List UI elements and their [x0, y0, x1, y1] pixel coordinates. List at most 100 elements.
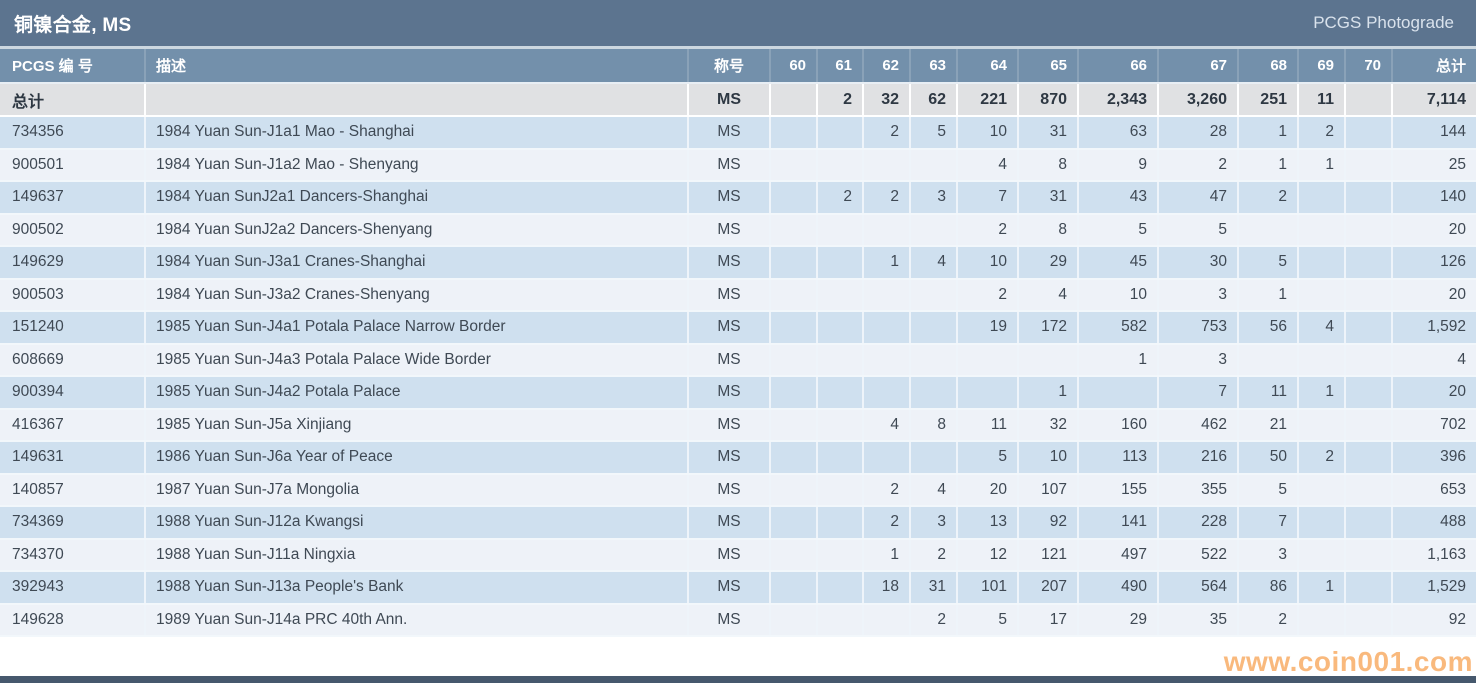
grade-61-count [817, 278, 864, 312]
grade-68-count: 5 [1238, 246, 1299, 280]
grade-70-count [1345, 343, 1393, 377]
grade-60-count [770, 181, 818, 215]
grade-68-count: 11 [1238, 376, 1299, 410]
grade-70-count [1345, 408, 1393, 442]
grade-62-count: 1 [863, 538, 911, 572]
pcgs-number-link[interactable]: 734370 [0, 538, 146, 572]
pcgs-number-link[interactable]: 416367 [0, 408, 146, 442]
grade-63-count: 4 [910, 246, 958, 280]
table-row: 149629 1984 Yuan Sun-J3a1 Cranes-Shangha… [0, 246, 1476, 280]
grade-60-count [770, 408, 818, 442]
pcgs-number-link[interactable]: 900394 [0, 376, 146, 410]
grade-61-count [817, 376, 864, 410]
total-grade-69: 11 [1298, 83, 1346, 117]
coin-description: 1988 Yuan Sun-J11a Ningxia [145, 538, 689, 572]
table-row: 416367 1985 Yuan Sun-J5a Xinjiang MS 4 8… [0, 408, 1476, 442]
grade-66-count: 5 [1078, 213, 1159, 247]
grade-69-count [1298, 343, 1346, 377]
grade-68-count: 56 [1238, 311, 1299, 345]
grade-62-count: 18 [863, 571, 911, 605]
pcgs-number-link[interactable]: 149629 [0, 246, 146, 280]
grade-64-count: 10 [957, 116, 1019, 150]
grade-68-count: 50 [1238, 441, 1299, 475]
total-grade-70 [1345, 83, 1393, 117]
col-header-grade-66: 66 [1078, 49, 1159, 84]
grade-60-count [770, 506, 818, 540]
grade-64-count: 5 [957, 441, 1019, 475]
grade-60-count [770, 603, 818, 637]
pcgs-number-link[interactable]: 392943 [0, 571, 146, 605]
pcgs-number-link[interactable]: 149631 [0, 441, 146, 475]
grade-70-count [1345, 116, 1393, 150]
grade-63-count: 3 [910, 506, 958, 540]
table-row: 140857 1987 Yuan Sun-J7a Mongolia MS 2 4… [0, 473, 1476, 507]
grade-60-count [770, 538, 818, 572]
grade-61-count [817, 148, 864, 182]
grade-64-count: 4 [957, 148, 1019, 182]
grade-70-count [1345, 506, 1393, 540]
total-grade-67: 3,260 [1158, 83, 1239, 117]
grade-65-count [1018, 343, 1079, 377]
grade-62-count [863, 441, 911, 475]
watermark: www.coin001.com [1223, 646, 1473, 677]
grade-69-count: 2 [1298, 116, 1346, 150]
table-row: 149637 1984 Yuan SunJ2a1 Dancers-Shangha… [0, 181, 1476, 215]
grade-70-count [1345, 181, 1393, 215]
pcgs-number-link[interactable]: 734356 [0, 116, 146, 150]
table-row: 734369 1988 Yuan Sun-J12a Kwangsi MS 2 3… [0, 506, 1476, 540]
pcgs-number-link[interactable]: 151240 [0, 311, 146, 345]
designation-cell: MS [688, 473, 771, 507]
pcgs-number-link[interactable]: 900502 [0, 213, 146, 247]
coin-description: 1986 Yuan Sun-J6a Year of Peace [145, 441, 689, 475]
total-grade-68: 251 [1238, 83, 1299, 117]
col-header-total: 总计 [1392, 49, 1476, 84]
grade-61-count [817, 213, 864, 247]
table-row: 900503 1984 Yuan Sun-J3a2 Cranes-Shenyan… [0, 278, 1476, 312]
coin-description: 1985 Yuan Sun-J4a2 Potala Palace [145, 376, 689, 410]
grade-65-count: 107 [1018, 473, 1079, 507]
grade-69-count: 1 [1298, 571, 1346, 605]
grade-67-count: 5 [1158, 213, 1239, 247]
table-row: 392943 1988 Yuan Sun-J13a People's Bank … [0, 571, 1476, 605]
grade-70-count [1345, 571, 1393, 605]
grade-62-count: 2 [863, 116, 911, 150]
grade-60-count [770, 343, 818, 377]
grade-66-count: 1 [1078, 343, 1159, 377]
grade-69-count [1298, 603, 1346, 637]
pcgs-number-link[interactable]: 149637 [0, 181, 146, 215]
grade-69-count: 1 [1298, 148, 1346, 182]
grade-60-count [770, 571, 818, 605]
pcgs-number-link[interactable]: 608669 [0, 343, 146, 377]
grade-67-count: 753 [1158, 311, 1239, 345]
grade-61-count [817, 441, 864, 475]
pcgs-number-link[interactable]: 140857 [0, 473, 146, 507]
table-row: 734370 1988 Yuan Sun-J11a Ningxia MS 1 2… [0, 538, 1476, 572]
population-table: PCGS 编 号 描述 称号 60 61 62 63 64 65 66 67 6… [0, 49, 1476, 637]
grade-63-count [910, 311, 958, 345]
grade-64-count: 11 [957, 408, 1019, 442]
grade-69-count [1298, 408, 1346, 442]
designation-cell: MS [688, 311, 771, 345]
pcgs-number-link[interactable]: 900501 [0, 148, 146, 182]
grade-64-count: 5 [957, 603, 1019, 637]
grade-66-count: 10 [1078, 278, 1159, 312]
grade-64-count: 20 [957, 473, 1019, 507]
total-grade-65: 870 [1018, 83, 1079, 117]
totals-row: 总计 MS 2 32 62 221 870 2,343 3,260 251 11… [0, 83, 1476, 117]
photograde-link[interactable]: PCGS Photograde [1313, 13, 1454, 32]
total-grade-63: 62 [910, 83, 958, 117]
grade-67-count: 7 [1158, 376, 1239, 410]
grade-69-count [1298, 506, 1346, 540]
grade-64-count: 12 [957, 538, 1019, 572]
coin-description: 1987 Yuan Sun-J7a Mongolia [145, 473, 689, 507]
designation-cell: MS [688, 246, 771, 280]
col-header-grade-63: 63 [910, 49, 958, 84]
table-row: 149628 1989 Yuan Sun-J14a PRC 40th Ann. … [0, 603, 1476, 637]
coin-description: 1984 Yuan SunJ2a1 Dancers-Shanghai [145, 181, 689, 215]
pcgs-number-link[interactable]: 734369 [0, 506, 146, 540]
pcgs-number-link[interactable]: 900503 [0, 278, 146, 312]
pcgs-number-link[interactable]: 149628 [0, 603, 146, 637]
grade-68-count: 2 [1238, 181, 1299, 215]
grade-64-count: 13 [957, 506, 1019, 540]
